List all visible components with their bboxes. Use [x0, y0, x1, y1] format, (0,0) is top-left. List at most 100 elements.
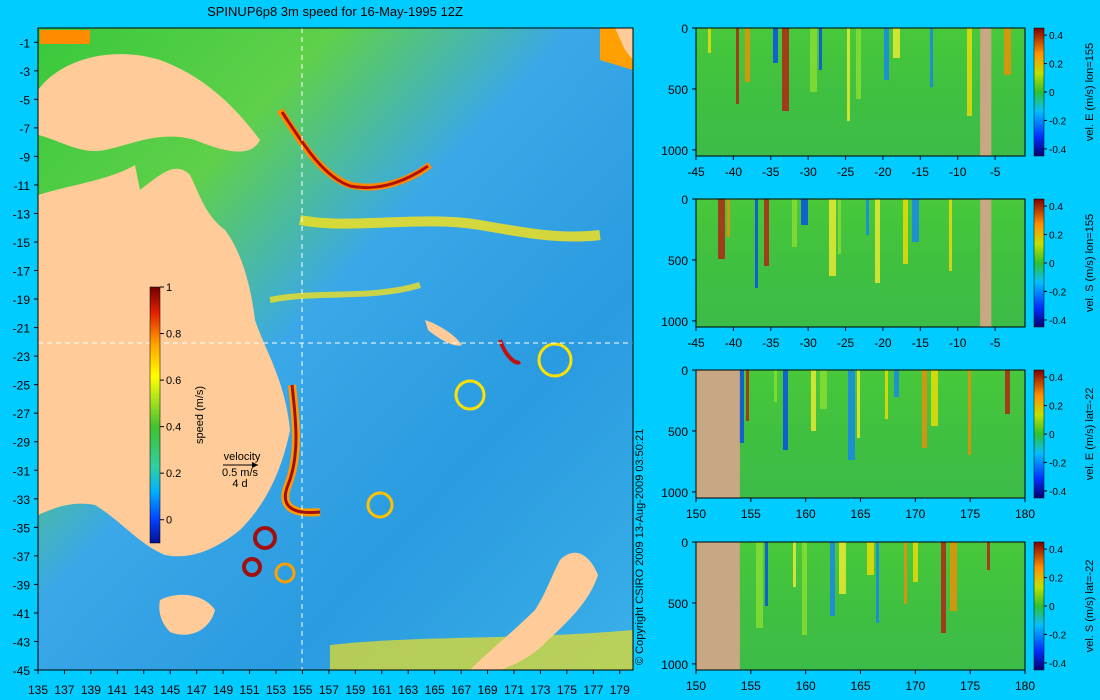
section-x-tick-label: -15	[912, 165, 930, 179]
section-streak	[737, 370, 744, 443]
section-streak	[736, 28, 739, 104]
tasmania-land	[159, 594, 215, 635]
section-streak	[885, 370, 888, 419]
section-y-tick-label: 500	[668, 254, 688, 268]
section-x-tick-label: -35	[762, 336, 780, 350]
section-streak	[765, 542, 768, 606]
section-streak	[839, 542, 846, 594]
speed-colorbar-tick-label: 0.8	[166, 329, 181, 341]
section-x-tick-label: 170	[905, 679, 925, 693]
section-streak	[755, 199, 758, 288]
section-streak	[848, 370, 855, 460]
section-streak	[894, 370, 899, 397]
section-colorbar-tick-label: 0	[1049, 259, 1055, 270]
section-x-tick-label: -10	[949, 336, 967, 350]
section-y-tick-label: 500	[668, 425, 688, 439]
section-y-tick-label: 0	[681, 22, 688, 36]
section-streak	[875, 199, 880, 283]
section-streak	[866, 199, 869, 235]
speed-colorbar-ticks: 1 0.8 0.6 0.4 0.2 0	[160, 282, 181, 527]
speed-colorbar-label: speed (m/s)	[194, 386, 206, 444]
section-x-tick-label: -10	[949, 165, 967, 179]
section-ylabel: vel. S (m/s) lat=-22	[1084, 560, 1096, 653]
section-colorbar-tick-label: 0	[1049, 88, 1055, 99]
section-streak	[950, 542, 957, 611]
section-streak	[792, 199, 797, 247]
section-streak	[867, 542, 874, 575]
figure-title: SPINUP6p8 3m speed for 16-May-1995 12Z	[207, 4, 463, 19]
section-streak	[801, 199, 808, 225]
section-streak	[782, 28, 789, 111]
map-y-tick-label: -45	[13, 664, 31, 678]
section-x-tick-label: 180	[1015, 679, 1035, 693]
section-colorbar	[1033, 198, 1045, 328]
map-x-tick-label: 135	[28, 683, 48, 697]
section-streak	[819, 28, 822, 70]
section-streak	[884, 28, 889, 80]
section-colorbar	[1033, 369, 1045, 499]
section-colorbar-tick-label: -0.2	[1049, 630, 1067, 641]
map-y-tick-label: -39	[13, 578, 31, 592]
map-x-tick-label: 159	[345, 683, 365, 697]
map-y-tick-label: -13	[13, 207, 31, 221]
section-streak	[987, 542, 990, 570]
section-streak	[949, 199, 952, 271]
section-field	[696, 370, 1025, 498]
section-streak	[912, 199, 919, 242]
section-x-tick-label: -5	[990, 336, 1001, 350]
section-ylabel: vel. E (m/s) lat=-22	[1084, 388, 1096, 481]
map-island	[425, 320, 462, 346]
map-y-tick-label: -15	[13, 236, 31, 250]
section-panel: 150 155 160 165 170 175 180 0 500 1000 0.4 0.2 0 -0.2…	[661, 536, 1096, 693]
section-streak	[941, 542, 946, 633]
map-x-tick-label: 141	[107, 683, 127, 697]
map-y-tick-label: -19	[13, 293, 31, 307]
section-colorbar-tick-label: -0.2	[1049, 287, 1067, 298]
section-panel: -45 -40 -35 -30 -25 -20 -15 -10 -5 0 500 1000 0.4 0.2…	[661, 193, 1096, 350]
copyright-text: © Copyright CSIRO 2009 13-Aug-2009 03:50…	[634, 429, 646, 665]
map-x-tick-label: 169	[478, 683, 498, 697]
section-x-tick-label: 155	[741, 507, 761, 521]
section-y-tick-label: 0	[681, 364, 688, 378]
section-colorbar-tick-label: -0.4	[1049, 316, 1067, 327]
map-y-tick-label: -5	[19, 93, 30, 107]
section-field	[696, 542, 1025, 670]
map-current-band	[283, 384, 321, 515]
speed-colorbar: 1 0.8 0.6 0.4 0.2 0 speed (m/s)	[149, 282, 206, 544]
section-x-tick-label: -25	[837, 336, 855, 350]
section-streak	[856, 28, 861, 99]
section-colorbar-tick-label: 0.4	[1049, 373, 1063, 384]
section-frame	[695, 198, 1026, 328]
section-x-tick-label: -20	[874, 336, 892, 350]
map-y-tick-label: -9	[19, 150, 30, 164]
section-colorbar-tick-label: -0.4	[1049, 659, 1067, 670]
section-y-tick-label: 500	[668, 83, 688, 97]
section-streak	[773, 28, 778, 63]
section-ylabel: vel. S (m/s) lon=155	[1084, 214, 1096, 312]
map-x-tick-label: 173	[530, 683, 550, 697]
speed-colorbar-tick-label: 0.4	[166, 422, 181, 434]
section-streak	[764, 199, 769, 266]
map-y-tick-label: -27	[13, 407, 31, 421]
map-x-tick-label: 157	[319, 683, 339, 697]
map-island	[615, 28, 633, 60]
map-x-tick-label: 151	[240, 683, 260, 697]
map-x-tick-label: 145	[160, 683, 180, 697]
section-x-tick-label: -45	[687, 165, 705, 179]
section-x-tick-label: -25	[837, 165, 855, 179]
section-streak	[718, 199, 725, 259]
eddy-ring	[274, 562, 296, 584]
section-x-tick-label: -30	[799, 336, 817, 350]
section-streak	[913, 542, 918, 582]
section-streak	[1005, 370, 1010, 414]
section-x-tick-label: 160	[796, 507, 816, 521]
section-colorbar-tick-label: 0.4	[1049, 202, 1063, 213]
map-y-tick-label: -41	[13, 607, 31, 621]
section-streak	[783, 370, 788, 450]
eddy-ring	[242, 557, 262, 577]
section-colorbar-tick-label: -0.4	[1049, 145, 1067, 156]
map-x-tick-label: 165	[425, 683, 445, 697]
section-colorbar-tick-label: 0.2	[1049, 231, 1063, 242]
section-x-tick-label: -40	[725, 165, 743, 179]
section-x-tick-label: 170	[905, 507, 925, 521]
